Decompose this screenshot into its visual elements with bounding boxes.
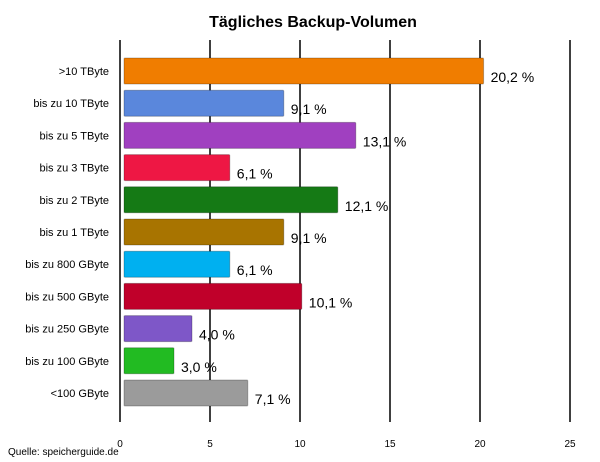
x-tick-label: 20	[474, 439, 486, 450]
x-tick-label: 10	[294, 439, 306, 450]
x-tick-label: 25	[564, 439, 576, 450]
category-label: bis zu 500 GByte	[25, 291, 109, 303]
x-axis-ticks: 0 5 10 15 20 25	[117, 439, 576, 450]
category-label: bis zu 5 TByte	[40, 130, 110, 142]
value-label: 13,1 %	[363, 133, 407, 149]
source-note: Quelle: speicherguide.de	[8, 447, 119, 458]
category-label: bis zu 3 TByte	[40, 163, 110, 175]
bar	[123, 347, 175, 375]
bar	[123, 282, 303, 310]
chart-title: Tägliches Backup-Volumen	[209, 14, 417, 31]
category-label: bis zu 250 GByte	[25, 324, 109, 336]
bar	[123, 121, 357, 149]
category-labels: >10 TByte bis zu 10 TByte bis zu 5 TByte bi…	[25, 66, 109, 400]
value-label: 20,2 %	[491, 69, 535, 85]
x-tick-label: 5	[207, 439, 213, 450]
bar	[123, 379, 249, 407]
value-label: 9,1 %	[291, 230, 327, 246]
value-label: 6,1 %	[237, 262, 273, 278]
category-label: bis zu 800 GByte	[25, 259, 109, 271]
value-label: 10,1 %	[309, 294, 353, 310]
value-label: 6,1 %	[237, 166, 273, 182]
bars	[123, 57, 485, 407]
category-label: bis zu 2 TByte	[40, 195, 110, 207]
category-label: <100 GByte	[51, 388, 109, 400]
bar	[123, 89, 285, 117]
value-label: 12,1 %	[345, 198, 389, 214]
value-labels: 20,2 % 9,1 % 13,1 % 6,1 % 12,1 % 9,1 % 6,1 % 10…	[181, 69, 534, 407]
value-label: 9,1 %	[291, 101, 327, 117]
value-label: 4,0 %	[199, 327, 235, 343]
category-label: bis zu 10 TByte	[33, 98, 109, 110]
category-label: bis zu 100 GByte	[25, 356, 109, 368]
category-label: >10 TByte	[59, 66, 109, 78]
bar	[123, 154, 231, 182]
category-label: bis zu 1 TByte	[40, 227, 110, 239]
bar	[123, 218, 285, 246]
value-label: 7,1 %	[255, 391, 291, 407]
bar	[123, 57, 485, 85]
bar	[123, 250, 231, 278]
value-label: 3,0 %	[181, 359, 217, 375]
x-tick-label: 0	[117, 439, 123, 450]
x-tick-label: 15	[384, 439, 396, 450]
bar	[123, 186, 339, 214]
bar	[123, 315, 193, 343]
